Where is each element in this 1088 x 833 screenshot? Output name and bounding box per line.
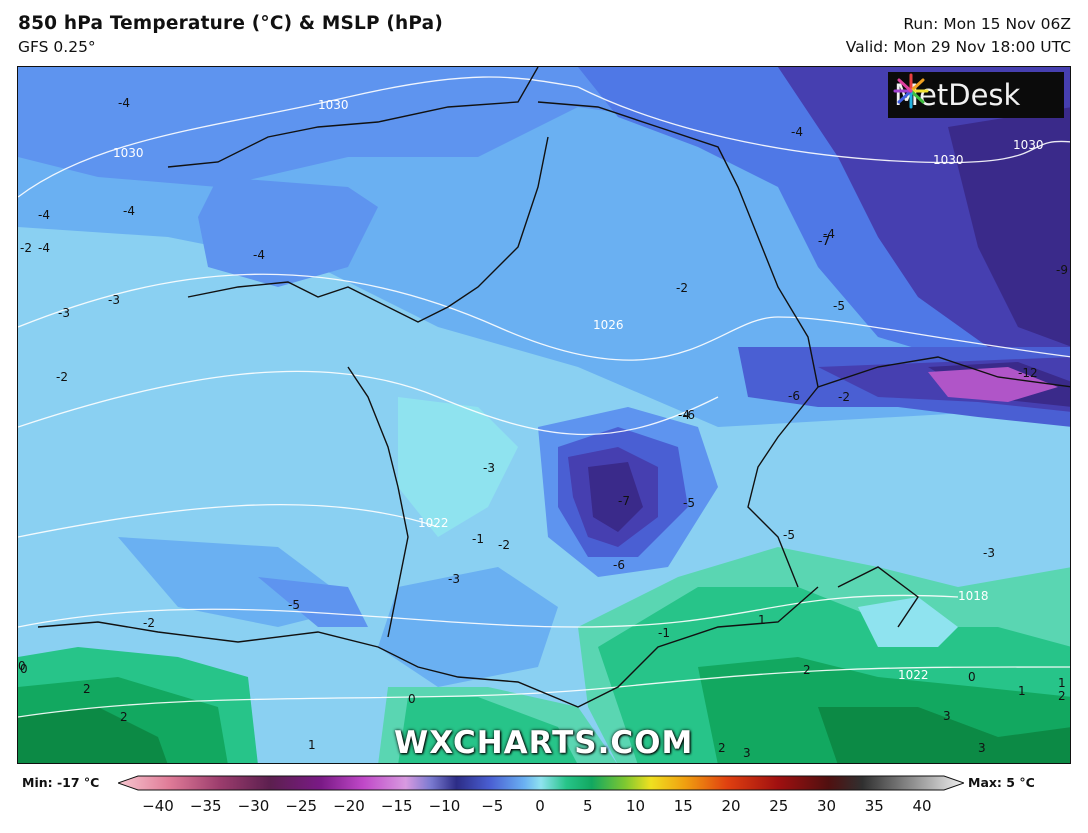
temperature-contour-label: -1 xyxy=(472,532,484,546)
metdesk-burst-icon xyxy=(893,73,929,109)
temperature-contour-label: -6 xyxy=(788,389,800,403)
isobar-label: 1030 xyxy=(1013,138,1044,152)
isobar-label: 1026 xyxy=(593,318,624,332)
temperature-contour-label: -9 xyxy=(1056,263,1068,277)
run-time: Run: Mon 15 Nov 06Z xyxy=(903,15,1071,33)
colorbar-tick: 25 xyxy=(769,797,789,815)
temperature-contour-label: -4 xyxy=(253,248,265,262)
colorbar-tick: 10 xyxy=(625,797,646,815)
temperature-colorbar xyxy=(118,775,964,791)
metdesk-logo: MetDesk xyxy=(888,72,1064,118)
temperature-contour-label: -3 xyxy=(483,461,495,475)
temperature-contour-label: -2 xyxy=(20,241,32,255)
wxcharts-watermark: WXCHARTS.COM xyxy=(394,725,694,761)
colorbar-tick: 15 xyxy=(673,797,693,815)
temperature-field: 103010301030103010261022101810181022-4-4… xyxy=(18,67,1070,763)
colorbar-tick: 20 xyxy=(721,797,741,815)
temperature-contour-label: -5 xyxy=(683,496,695,510)
colorbar-tick: −20 xyxy=(333,797,365,815)
temperature-contour-label: -4 xyxy=(123,204,135,218)
temperature-contour-label: -2 xyxy=(498,538,510,552)
temperature-contour-label: -6 xyxy=(613,558,625,572)
temperature-contour-label: -7 xyxy=(818,234,830,248)
valid-time: Valid: Mon 29 Nov 18:00 UTC xyxy=(845,38,1071,56)
temperature-contour-label: 3 xyxy=(743,746,751,760)
temperature-contour-label: -3 xyxy=(448,572,460,586)
colorbar-tick: 30 xyxy=(816,797,837,815)
temperature-contour-label: 3 xyxy=(943,709,951,723)
temperature-contour-label: -1 xyxy=(658,626,670,640)
temperature-contour-label: -3 xyxy=(58,306,70,320)
colorbar-ticks: −40 −35 −30 −25 −20 −15 −10 −5 0 5 10 15 20 25 30 35 40 xyxy=(0,797,1088,819)
chart-title: 850 hPa Temperature (°C) & MSLP (hPa) xyxy=(18,13,444,34)
temperature-contour-label: 0 xyxy=(20,662,28,676)
temperature-contour-label: 1 xyxy=(758,613,766,627)
temperature-contour-label: -4 xyxy=(823,227,835,241)
temperature-contour-label: -5 xyxy=(288,598,300,612)
colorbar-tick: −15 xyxy=(380,797,413,815)
temperature-contour-label: -7 xyxy=(818,234,830,248)
temperature-contour-label: 2 xyxy=(1058,689,1066,703)
temperature-contour-label: -2 xyxy=(143,616,155,630)
temperature-contour-label: 1 xyxy=(308,738,316,752)
temperature-contour-label: 1 xyxy=(1018,684,1026,698)
temperature-contour-label: -4 xyxy=(791,125,803,139)
isobar-label: 1018 xyxy=(958,589,989,603)
temperature-contour-label: -12 xyxy=(1018,366,1038,380)
weather-map[interactable]: 103010301030103010261022101810181022-4-4… xyxy=(17,66,1071,764)
colorbar-tick: −5 xyxy=(481,797,504,815)
temperature-contour-label: -3 xyxy=(983,546,995,560)
temperature-contour-label: 2 xyxy=(718,741,726,755)
isobar-label: 1022 xyxy=(898,668,929,682)
temperature-contour-label: -4 xyxy=(678,408,690,422)
temperature-contour-label: 1 xyxy=(1058,676,1066,690)
colorbar-tick: −40 xyxy=(142,797,174,815)
temperature-contour-label: -5 xyxy=(833,299,845,313)
isobar-label: 1030 xyxy=(933,153,964,167)
temperature-contour-label: -2 xyxy=(676,281,688,295)
colorbar-tick: −10 xyxy=(428,797,461,815)
colorbar-min-label: Min: -17 °C xyxy=(22,775,100,790)
temperature-contour-label: -4 xyxy=(118,96,130,110)
temperature-contour-label: -2 xyxy=(838,390,850,404)
isobar-label: 1022 xyxy=(418,516,449,530)
temperature-contour-label: 0 xyxy=(408,692,416,706)
colorbar-tick: −30 xyxy=(237,797,270,815)
isobar-label: 1030 xyxy=(318,98,349,112)
temperature-contour-label: 2 xyxy=(83,682,91,696)
temperature-contour-label: 0 xyxy=(968,670,976,684)
model-subtitle: GFS 0.25° xyxy=(18,38,96,56)
temperature-contour-label: -4 xyxy=(38,208,50,222)
temperature-contour-label: -6 xyxy=(683,408,695,422)
temperature-contour-label: -4 xyxy=(38,241,50,255)
colorbar-tick: 40 xyxy=(912,797,932,815)
temperature-contour-label: -3 xyxy=(108,293,120,307)
temperature-contour-label: 2 xyxy=(803,663,811,677)
isobar-label: 1030 xyxy=(113,146,144,160)
temperature-contour-label: 0 xyxy=(18,659,26,673)
colorbar-tick: 35 xyxy=(864,797,884,815)
temperature-contour-label: -2 xyxy=(56,370,68,384)
temperature-contour-label: -7 xyxy=(618,494,630,508)
colorbar-tick: 0 xyxy=(535,797,545,815)
temperature-contour-label: 3 xyxy=(978,741,986,755)
colorbar-tick: −35 xyxy=(189,797,222,815)
colorbar-max-label: Max: 5 °C xyxy=(968,775,1035,790)
temperature-contour-label: 2 xyxy=(120,710,128,724)
temperature-contour-label: -5 xyxy=(783,528,795,542)
colorbar-tick: 5 xyxy=(582,797,593,815)
colorbar-tick: −25 xyxy=(285,797,318,815)
